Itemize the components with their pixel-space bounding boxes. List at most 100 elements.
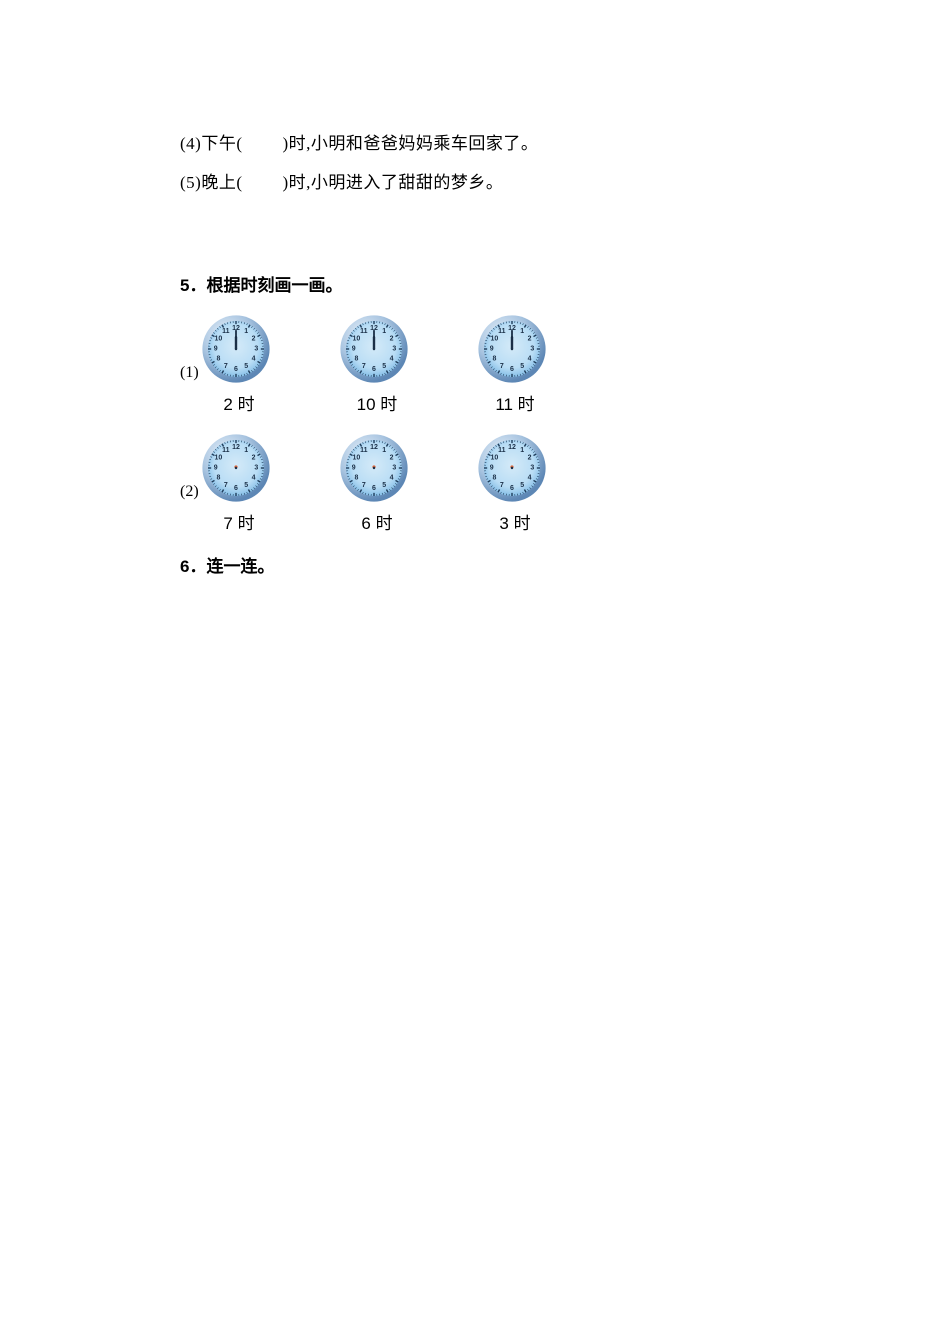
svg-text:8: 8: [492, 356, 496, 363]
q4-post: )时,小明和爸爸妈妈乘车回家了。: [283, 134, 539, 153]
svg-text:4: 4: [389, 475, 393, 482]
svg-text:1: 1: [382, 447, 386, 454]
svg-text:9: 9: [213, 465, 217, 472]
svg-text:3: 3: [392, 465, 396, 472]
clock-icon: 123456789101112: [339, 433, 409, 503]
svg-text:7: 7: [224, 363, 228, 370]
svg-text:7: 7: [500, 363, 504, 370]
svg-text:7: 7: [224, 482, 228, 489]
svg-text:12: 12: [508, 445, 516, 452]
svg-text:1: 1: [382, 328, 386, 335]
svg-text:10: 10: [352, 336, 360, 343]
clock-icon: 123456789101112: [339, 314, 409, 384]
time-label: 6 时: [342, 509, 412, 534]
clock-icon: 123456789101112: [477, 314, 547, 384]
clock-row: (2)1234567891011121234567891011121234567…: [180, 433, 780, 503]
clock-row: (1)1234567891011121234567891011121234567…: [180, 314, 780, 384]
svg-text:3: 3: [530, 346, 534, 353]
question-4: (4)下午( )时,小明和爸爸妈妈乘车回家了。: [180, 130, 780, 157]
clock-cell: 123456789101112: [339, 314, 409, 384]
svg-text:6: 6: [234, 366, 238, 373]
svg-text:4: 4: [389, 356, 393, 363]
svg-text:8: 8: [216, 356, 220, 363]
svg-text:10: 10: [214, 455, 222, 462]
svg-text:3: 3: [530, 465, 534, 472]
svg-text:1: 1: [244, 447, 248, 454]
clock-cell: 123456789101112: [477, 433, 547, 503]
svg-text:5: 5: [382, 363, 386, 370]
svg-text:3: 3: [392, 346, 396, 353]
q4-num: (4): [180, 134, 201, 153]
svg-text:11: 11: [360, 447, 368, 454]
svg-text:8: 8: [216, 475, 220, 482]
clock-cell: (1)123456789101112: [180, 314, 271, 384]
svg-text:2: 2: [389, 455, 393, 462]
clock-cell: (2)123456789101112: [180, 433, 271, 503]
svg-text:9: 9: [351, 346, 355, 353]
row-number: (2): [180, 483, 199, 501]
svg-text:1: 1: [520, 447, 524, 454]
svg-text:2: 2: [251, 336, 255, 343]
time-label: 7 时: [204, 509, 274, 534]
svg-text:12: 12: [370, 445, 378, 452]
clock-icon: 123456789101112: [477, 433, 547, 503]
time-label: 10 时: [342, 390, 412, 415]
svg-text:1: 1: [520, 328, 524, 335]
section-6-title: 6．连一连。: [180, 552, 780, 577]
svg-text:6: 6: [510, 485, 514, 492]
clock-cell: 123456789101112: [339, 433, 409, 503]
clock-icon: 123456789101112: [201, 314, 271, 384]
svg-text:8: 8: [492, 475, 496, 482]
time-label: 11 时: [480, 390, 550, 415]
clock-cell: 123456789101112: [477, 314, 547, 384]
svg-text:9: 9: [489, 465, 493, 472]
svg-text:4: 4: [527, 356, 531, 363]
svg-text:9: 9: [489, 346, 493, 353]
svg-text:11: 11: [222, 328, 230, 335]
svg-text:8: 8: [354, 356, 358, 363]
svg-text:5: 5: [520, 482, 524, 489]
svg-text:2: 2: [251, 455, 255, 462]
svg-text:11: 11: [498, 328, 506, 335]
q5-post: )时,小明进入了甜甜的梦乡。: [283, 173, 504, 192]
q5-pre: 晚上(: [201, 173, 242, 192]
svg-text:10: 10: [352, 455, 360, 462]
svg-text:10: 10: [214, 336, 222, 343]
time-label: 2 时: [204, 390, 274, 415]
svg-text:2: 2: [527, 336, 531, 343]
svg-text:10: 10: [490, 455, 498, 462]
svg-text:6: 6: [372, 485, 376, 492]
label-row: 7 时 6 时 3 时: [180, 509, 780, 534]
svg-text:7: 7: [500, 482, 504, 489]
question-5: (5)晚上( )时,小明进入了甜甜的梦乡。: [180, 169, 780, 196]
svg-text:12: 12: [232, 445, 240, 452]
svg-text:7: 7: [362, 482, 366, 489]
svg-text:10: 10: [490, 336, 498, 343]
svg-text:3: 3: [254, 465, 258, 472]
svg-text:4: 4: [527, 475, 531, 482]
svg-text:2: 2: [527, 455, 531, 462]
svg-text:5: 5: [382, 482, 386, 489]
svg-text:9: 9: [213, 346, 217, 353]
svg-text:4: 4: [251, 356, 255, 363]
svg-text:9: 9: [351, 465, 355, 472]
time-label: 3 时: [480, 509, 550, 534]
svg-text:5: 5: [520, 363, 524, 370]
svg-text:6: 6: [234, 485, 238, 492]
q5-num: (5): [180, 173, 201, 192]
svg-text:5: 5: [244, 482, 248, 489]
svg-text:6: 6: [510, 366, 514, 373]
svg-text:4: 4: [251, 475, 255, 482]
svg-text:11: 11: [360, 328, 368, 335]
svg-text:3: 3: [254, 346, 258, 353]
row-number: (1): [180, 364, 199, 382]
svg-text:8: 8: [354, 475, 358, 482]
svg-text:2: 2: [389, 336, 393, 343]
svg-text:1: 1: [244, 328, 248, 335]
q4-pre: 下午(: [201, 134, 242, 153]
svg-text:11: 11: [222, 447, 230, 454]
svg-text:6: 6: [372, 366, 376, 373]
section-5-title: 5．根据时刻画一画。: [180, 271, 780, 296]
svg-text:7: 7: [362, 363, 366, 370]
svg-text:11: 11: [498, 447, 506, 454]
